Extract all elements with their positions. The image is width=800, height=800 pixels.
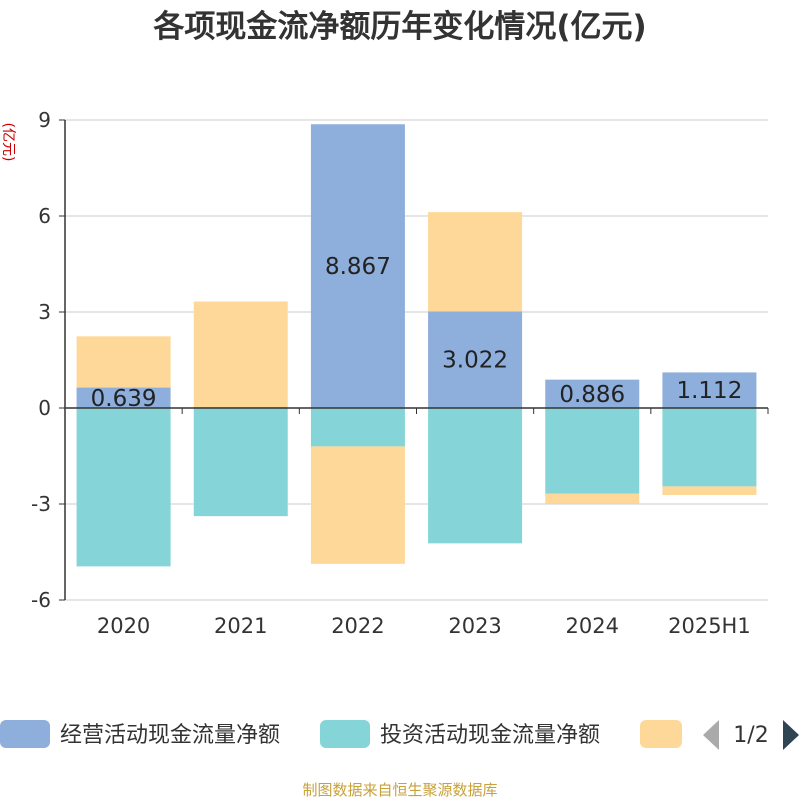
- y-axis-unit: (亿元): [0, 123, 16, 162]
- legend-item-operating[interactable]: 经营活动现金流量净额: [0, 720, 280, 748]
- bar-segment[interactable]: [310, 408, 405, 447]
- bar-segment[interactable]: [76, 408, 171, 567]
- bar-segment[interactable]: [662, 408, 757, 487]
- bar-segment[interactable]: [76, 336, 171, 388]
- x-tick-label: 2020: [97, 614, 150, 638]
- bar-segment[interactable]: [545, 379, 640, 408]
- bar-segment[interactable]: [310, 446, 405, 564]
- legend-item-investing[interactable]: 投资活动现金流量净额: [320, 720, 600, 748]
- y-tick-label: 3: [38, 300, 51, 324]
- legend-label-operating: 经营活动现金流量净额: [60, 723, 280, 748]
- legend-swatch-investing: [320, 720, 370, 748]
- x-tick-label: 2024: [566, 614, 619, 638]
- y-tick-label: 9: [38, 108, 51, 132]
- bar-segment[interactable]: [310, 124, 405, 409]
- bars: [76, 124, 757, 567]
- data-label: 1.112: [676, 378, 742, 404]
- y-tick-label: -3: [31, 492, 51, 516]
- data-labels: 0.639 8.867 3.022 0.886 1.112: [91, 254, 743, 412]
- bar-segment[interactable]: [428, 212, 523, 312]
- source-footer: 制图数据来自恒生聚源数据库: [302, 781, 497, 799]
- legend: 经营活动现金流量净额 投资活动现金流量净额 1/2: [0, 720, 799, 750]
- x-tick-label: 2022: [331, 614, 384, 638]
- legend-next-page-icon[interactable]: [783, 720, 799, 750]
- data-label: 0.886: [559, 382, 625, 408]
- data-label: 3.022: [442, 348, 508, 374]
- bar-segment[interactable]: [545, 408, 640, 494]
- axes: 9 6 3 0 -3 -6 2020 2021 2022 2023 2024 2025H1: [31, 108, 769, 638]
- bar-segment[interactable]: [428, 311, 523, 408]
- bar-segment[interactable]: [428, 408, 523, 544]
- bar-segment[interactable]: [662, 486, 757, 496]
- y-tick-label: 0: [38, 396, 51, 420]
- bar-segment[interactable]: [193, 301, 288, 408]
- y-tick-label: -6: [31, 588, 51, 612]
- legend-prev-page-icon[interactable]: [703, 720, 719, 750]
- chart-title: 各项现金流净额历年变化情况(亿元): [152, 9, 646, 45]
- data-label: 8.867: [325, 254, 391, 280]
- bar-segment[interactable]: [545, 493, 640, 504]
- x-tick-label: 2021: [214, 614, 267, 638]
- x-tick-label: 2025H1: [668, 614, 751, 638]
- bar-segment[interactable]: [193, 408, 288, 517]
- y-tick-label: 6: [38, 204, 51, 228]
- legend-label-investing: 投资活动现金流量净额: [380, 723, 600, 748]
- legend-swatch-third: [640, 720, 682, 748]
- legend-item-third[interactable]: [640, 720, 682, 748]
- legend-page-indicator: 1/2: [733, 723, 768, 748]
- x-tick-label: 2023: [448, 614, 501, 638]
- data-label: 0.639: [91, 386, 157, 412]
- bar-segment[interactable]: [662, 372, 757, 408]
- legend-swatch-operating: [0, 720, 50, 748]
- grid: [65, 119, 768, 601]
- bar-segment[interactable]: [76, 387, 171, 408]
